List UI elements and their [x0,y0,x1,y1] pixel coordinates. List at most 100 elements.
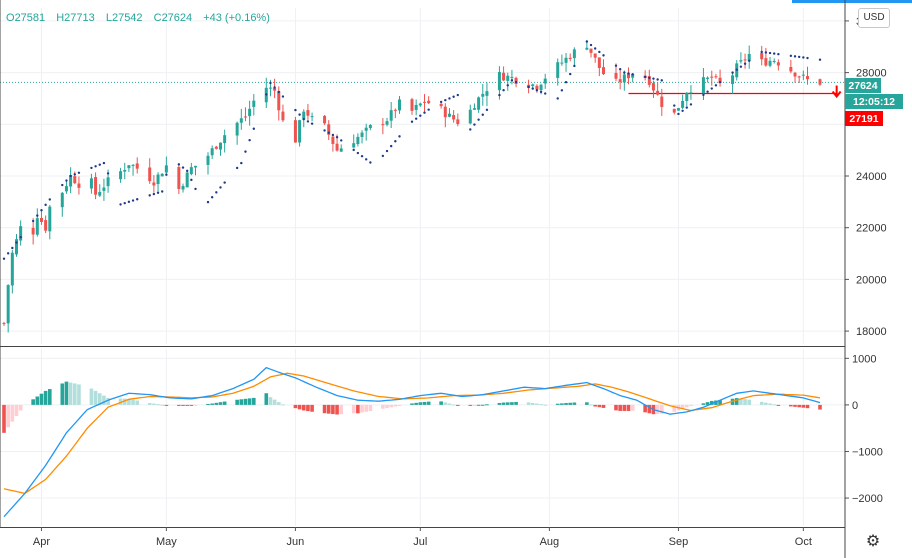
macd-histogram-bar [501,402,506,405]
candle-body [568,57,572,59]
candle-body [818,79,822,85]
sar-dot [310,122,314,125]
sar-dot [535,89,539,92]
candle-body [310,116,314,118]
candle-body [618,79,622,83]
macd-histogram-bar [214,402,219,405]
sar-dot [90,166,93,170]
candle-body [510,76,514,78]
macd-histogram-bar [801,404,806,408]
candle-body [360,132,364,137]
macd-histogram-bar [630,404,635,411]
macd-histogram-bar [247,398,252,405]
macd-histogram-bar [39,393,44,405]
macd-histogram-bar [539,404,543,406]
sar-dot [589,43,593,47]
macd-histogram-bar [2,404,6,433]
grid-layer [0,8,845,526]
macd-histogram-bar [622,404,627,411]
macd-histogram-bar [177,404,181,406]
candle-body [164,165,168,173]
macd-histogram-bar [222,401,227,405]
macd-histogram-bar [397,404,402,406]
sar-dot [714,84,718,87]
macd-histogram-bar [102,395,106,405]
sar-dot [327,131,330,134]
close-value: 27624 [161,12,193,24]
sar-dot [194,187,197,191]
macd-histogram-bar [447,403,452,405]
sar-dot [73,173,76,176]
sar-dot [335,136,339,139]
sar-dot [677,112,680,116]
sar-dot [673,104,676,107]
macd-histogram-bar [734,398,739,405]
candle-body [31,227,35,235]
candle-body [73,176,77,184]
gear-icon[interactable]: ⚙ [865,531,881,550]
candle-body [302,111,306,120]
candle-body [739,60,743,62]
sar-dot [294,108,297,112]
macd-histogram-bar [709,400,714,405]
sar-dot [527,85,530,89]
candle-body [243,116,247,118]
sar-dot [456,93,459,97]
macd-histogram-bar [535,403,539,405]
candle-body [706,77,710,80]
candle-body [19,226,23,241]
macd-histogram-bar [564,403,568,405]
macd-histogram-bar [743,399,747,405]
candle-body [689,92,693,94]
macd-histogram-bar [206,403,210,405]
sar-dot [77,171,81,174]
sar-dot [777,52,780,56]
sar-dot [573,64,576,68]
candle-body [60,192,64,208]
candle-body [472,108,476,110]
candle-body [39,218,43,222]
macd-histogram-bar [505,402,510,405]
macd-histogram-bar [364,404,369,412]
candle-body [131,164,135,166]
macd-histogram-bar [339,404,344,415]
open-label: O [6,12,15,24]
sar-dot [569,72,572,76]
candle-body [364,127,368,131]
macd-tick-label: −1000 [852,446,883,458]
macd-histogram-bar [618,404,622,411]
candle-body [273,87,277,91]
macd-histogram-bar [135,400,140,405]
macd-histogram-bar [68,382,73,405]
macd-histogram-bar [422,401,427,405]
sar-dot [502,88,505,92]
candle-body [764,58,768,66]
ohlc-legend: O27581 H27713 L27542 C27624 +43 (+0.16%) [6,12,274,24]
sar-dot [423,111,426,114]
sar-dot [544,92,547,95]
sar-dot [398,135,401,138]
candle-body [531,84,535,87]
level-price-tag-text: 27191 [849,113,878,125]
candle-body [793,72,797,77]
sar-dot [2,257,6,260]
sar-dot [419,114,422,117]
sar-dot [481,113,484,116]
candle-body [385,121,389,125]
sar-dot [215,191,218,194]
macd-histogram-bar [268,397,273,405]
macd-histogram-bar [414,402,418,405]
candle-body [268,87,272,89]
sar-dot [11,246,14,250]
macd-tick-label: −2000 [852,493,883,505]
sar-dot [165,173,168,176]
macd-histogram-bar [451,404,456,406]
candle-body [614,72,618,79]
candle-body [393,109,397,111]
sar-dot [564,81,568,84]
sar-dot [602,54,605,57]
currency-button[interactable]: USD [858,8,890,28]
candle-body [2,323,6,325]
sar-dot [768,51,772,55]
